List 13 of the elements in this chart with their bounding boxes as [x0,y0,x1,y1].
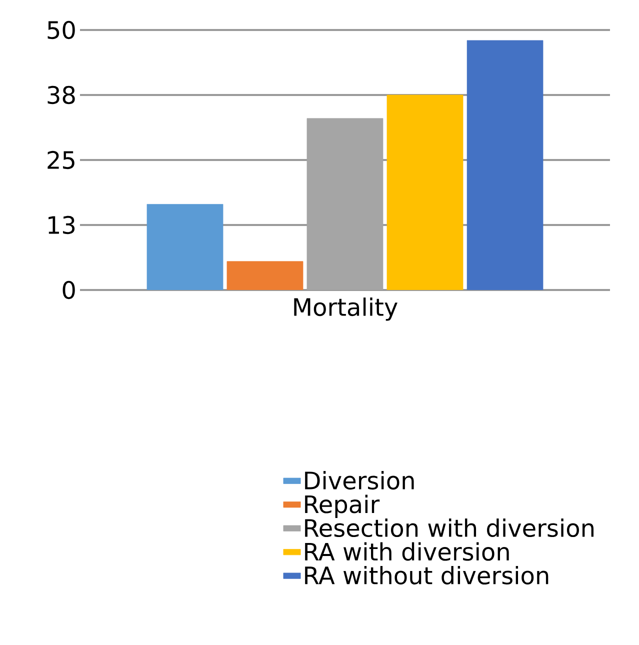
legend-label: Resection with diversion [305,518,594,538]
y-tick-label: 13 [48,216,75,234]
legend-label: RA with diversion [305,542,509,561]
y-tick-label: 38 [48,86,75,104]
bar [146,204,224,290]
legend-label: RA without diversion [305,566,548,585]
y-tick-label: 25 [48,150,74,170]
legend-label: Diversion [305,471,414,490]
bar [386,94,464,290]
y-tick-label: 0 [62,280,75,300]
legend-label: Repair [305,494,380,518]
x-tick-label: Mortality [294,298,398,321]
y-tick-label: 50 [48,20,75,40]
